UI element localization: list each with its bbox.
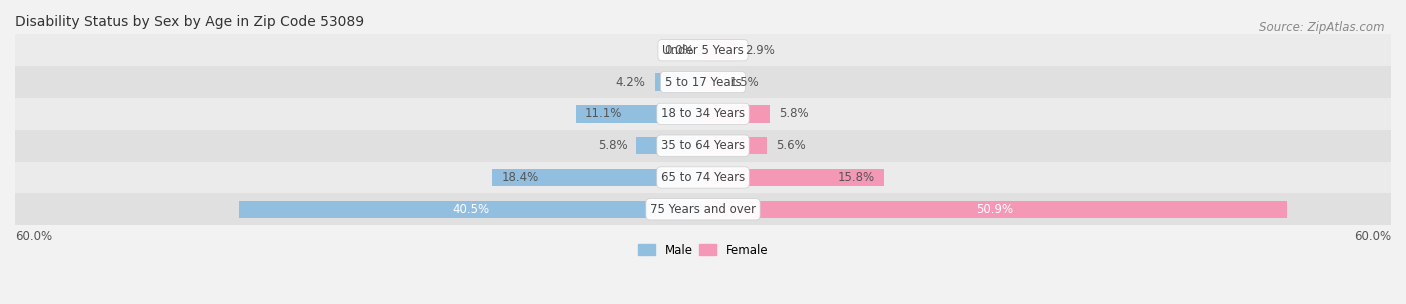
Bar — [703, 201, 1286, 218]
Text: 5 to 17 Years: 5 to 17 Years — [665, 75, 741, 88]
Bar — [637, 137, 703, 154]
Text: 15.8%: 15.8% — [838, 171, 875, 184]
Text: 40.5%: 40.5% — [453, 203, 489, 216]
Bar — [15, 98, 1391, 130]
Text: 60.0%: 60.0% — [1354, 230, 1391, 243]
Text: 11.1%: 11.1% — [585, 107, 623, 120]
Bar — [15, 130, 1391, 161]
Text: 18 to 34 Years: 18 to 34 Years — [661, 107, 745, 120]
Text: 75 Years and over: 75 Years and over — [650, 203, 756, 216]
Legend: Male, Female: Male, Female — [633, 239, 773, 261]
Bar — [703, 105, 769, 123]
Bar — [703, 137, 768, 154]
Text: 5.8%: 5.8% — [779, 107, 808, 120]
Bar — [239, 201, 703, 218]
Bar — [492, 169, 703, 186]
Bar — [15, 193, 1391, 225]
Bar — [703, 169, 884, 186]
Text: 2.9%: 2.9% — [745, 44, 775, 57]
Text: 60.0%: 60.0% — [15, 230, 52, 243]
Text: 4.2%: 4.2% — [616, 75, 645, 88]
Text: 1.5%: 1.5% — [730, 75, 759, 88]
Bar — [655, 73, 703, 91]
Text: 5.6%: 5.6% — [776, 139, 806, 152]
Bar — [703, 41, 737, 59]
Text: 0.0%: 0.0% — [664, 44, 693, 57]
Text: 65 to 74 Years: 65 to 74 Years — [661, 171, 745, 184]
Text: Disability Status by Sex by Age in Zip Code 53089: Disability Status by Sex by Age in Zip C… — [15, 15, 364, 29]
Bar — [575, 105, 703, 123]
Text: 50.9%: 50.9% — [976, 203, 1014, 216]
Text: 18.4%: 18.4% — [501, 171, 538, 184]
Bar — [15, 161, 1391, 193]
Bar — [15, 66, 1391, 98]
Text: Under 5 Years: Under 5 Years — [662, 44, 744, 57]
Bar — [15, 34, 1391, 66]
Bar — [703, 73, 720, 91]
Text: 35 to 64 Years: 35 to 64 Years — [661, 139, 745, 152]
Text: Source: ZipAtlas.com: Source: ZipAtlas.com — [1260, 21, 1385, 34]
Text: 5.8%: 5.8% — [598, 139, 627, 152]
